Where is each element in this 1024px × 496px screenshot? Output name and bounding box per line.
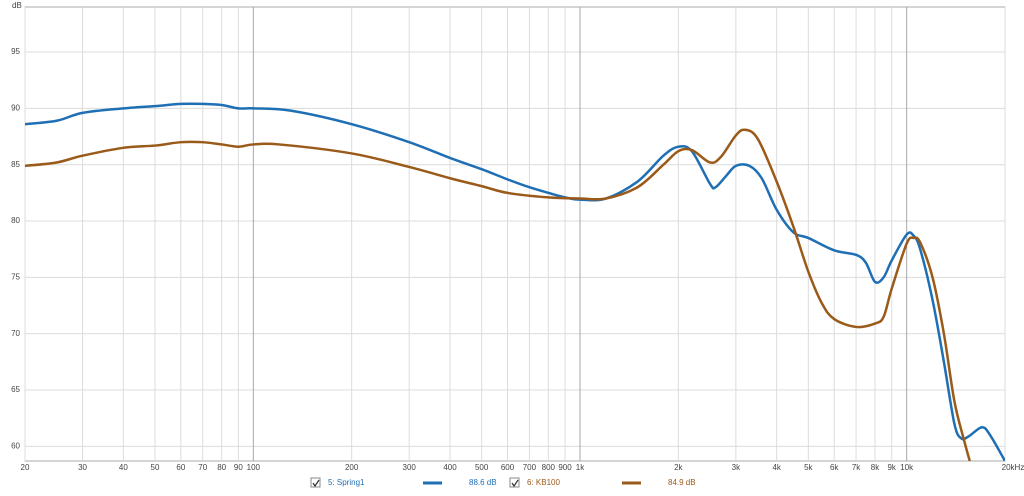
x-tick-label: 900 [558, 463, 572, 472]
y-tick-label: 80 [11, 216, 20, 225]
x-tick-label: 7k [852, 463, 861, 472]
y-axis-label: dB [12, 1, 22, 10]
y-tick-label: 95 [11, 47, 20, 56]
x-tick-label: 9k [887, 463, 896, 472]
x-tick-label: 400 [443, 463, 457, 472]
plot-area [24, 6, 1006, 462]
x-tick-label: 500 [475, 463, 489, 472]
series-line [25, 128, 971, 461]
y-tick-label: 60 [11, 441, 20, 450]
x-tick-label: 200 [345, 463, 359, 472]
x-tick-label: 800 [542, 463, 556, 472]
x-tick-label: 700 [523, 463, 537, 472]
x-tick-label: 40 [119, 463, 128, 472]
x-tick-label: 5k [804, 463, 813, 472]
x-tick-label: 90 [234, 463, 243, 472]
x-tick-label: 80 [217, 463, 226, 472]
x-tick-label: 300 [403, 463, 417, 472]
x-tick-label: 8k [871, 463, 880, 472]
legend-checkmark [312, 479, 320, 488]
x-tick-label: 20 [21, 463, 30, 472]
x-tick-label: 50 [151, 463, 160, 472]
y-tick-label: 90 [11, 103, 20, 112]
y-tick-label: 70 [11, 329, 20, 338]
y-tick-label: 75 [11, 272, 20, 281]
legend-checkmark [511, 479, 519, 488]
x-tick-label: 600 [501, 463, 515, 472]
x-tick-label: 1k [576, 463, 585, 472]
y-tick-label: 65 [11, 385, 20, 394]
legend-label: 5: Spring1 [328, 478, 365, 487]
x-tick-label: 70 [198, 463, 207, 472]
legend-checkbox[interactable] [509, 477, 520, 488]
legend-label: 6: KB100 [527, 478, 560, 487]
x-tick-label: 2k [674, 463, 683, 472]
legend-level: 88.6 dB [469, 478, 497, 487]
x-tick-label: 100 [247, 463, 261, 472]
legend-checkbox[interactable] [310, 477, 321, 488]
x-tick-label: 10k [900, 463, 914, 472]
y-tick-label: 85 [11, 160, 20, 169]
series-line [25, 102, 1005, 461]
legend-level: 84.9 dB [668, 478, 696, 487]
x-tick-label: 6k [830, 463, 839, 472]
x-tick-label: 30 [78, 463, 87, 472]
x-tick-label: 4k [772, 463, 781, 472]
x-tick-label: 20kHz [1002, 463, 1024, 472]
x-tick-label: 60 [176, 463, 185, 472]
x-tick-label: 3k [732, 463, 741, 472]
